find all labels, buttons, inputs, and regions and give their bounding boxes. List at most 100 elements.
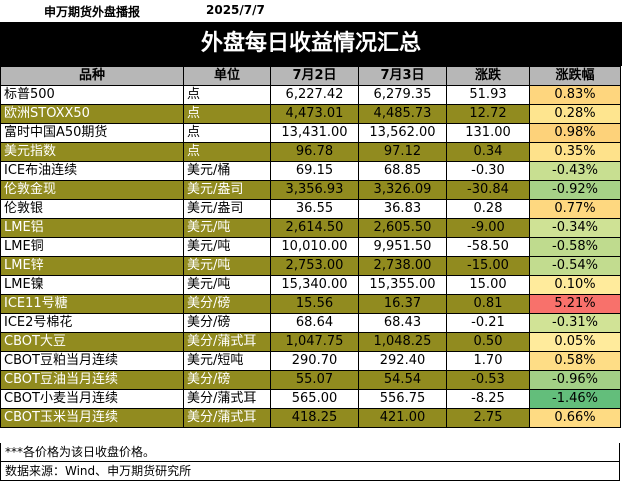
change-cell: 0.28 [446, 199, 530, 219]
price-date1-cell: 55.07 [270, 370, 359, 390]
instrument-name: 伦敦银 [0, 199, 184, 219]
change-pct-cell: 5.21% [529, 294, 621, 314]
unit-cell: 点 [183, 85, 271, 105]
price-date1-cell: 565.00 [270, 389, 359, 409]
unit-cell: 美分/蒲式耳 [183, 332, 271, 352]
change-pct-cell: -0.96% [529, 370, 621, 390]
price-date1-cell: 96.78 [270, 142, 359, 162]
table-row: CBOT玉米当月连续 美分/蒲式耳 418.25 421.00 2.75 0.66% [0, 408, 621, 428]
change-pct-cell: 0.77% [529, 199, 621, 219]
table-row: 美元指数点 96.78 97.12 0.34 0.35% [0, 142, 621, 162]
change-cell: 131.00 [446, 123, 530, 143]
instrument-name: LME铜 [0, 237, 184, 257]
change-pct-cell: 0.66% [529, 408, 621, 428]
change-cell: 0.50 [446, 332, 530, 352]
header-row: 品种 单位 7月2日 7月3日 涨跌 涨跌幅 [0, 66, 621, 86]
change-pct-cell: -0.54% [529, 256, 621, 276]
change-cell: 2.75 [446, 408, 530, 428]
unit-cell: 美分/磅 [183, 313, 271, 333]
table-row: 标普500 点 6,227.42 6,279.35 51.93 0.83% [0, 85, 621, 105]
col-header-unit: 单位 [183, 66, 271, 86]
unit-cell: 点 [183, 123, 271, 143]
unit-cell: 美分/蒲式耳 [183, 408, 271, 428]
price-date1-cell: 290.70 [270, 351, 359, 371]
change-cell: -8.25 [446, 389, 530, 409]
brand-label: 申万期货外盘播报 [44, 5, 141, 19]
price-date1-cell: 13,431.00 [270, 123, 359, 143]
instrument-name: ICE2号棉花 [0, 313, 184, 333]
change-cell: 12.72 [446, 104, 530, 124]
table-row: CBOT大豆 美分/蒲式耳 1,047.75 1,048.25 0.50 0.05% [0, 332, 621, 352]
change-pct-cell: -0.31% [529, 313, 621, 333]
price-date1-cell: 1,047.75 [270, 332, 359, 352]
table-row: 伦敦银 美元/盎司 36.55 36.83 0.28 0.77% [0, 199, 621, 219]
price-date2-cell: 2,605.50 [358, 218, 447, 238]
unit-cell: 美元/盎司 [183, 199, 271, 219]
instrument-name: CBOT豆油当月连续 [0, 370, 184, 390]
unit-cell: 美分/磅 [183, 294, 271, 314]
change-cell: -0.21 [446, 313, 530, 333]
instrument-name: LME锌 [0, 256, 184, 276]
change-cell: 15.00 [446, 275, 530, 295]
instrument-name: CBOT大豆 [0, 332, 184, 352]
change-cell: 0.34 [446, 142, 530, 162]
change-cell: 0.81 [446, 294, 530, 314]
change-pct-cell: 0.28% [529, 104, 621, 124]
change-pct-cell: 0.58% [529, 351, 621, 371]
change-pct-cell: -0.43% [529, 161, 621, 181]
price-date2-cell: 97.12 [358, 142, 447, 162]
table-row: LME锌 美元/吨 2,753.00 2,738.00 -15.00 -0.54% [0, 256, 621, 276]
change-cell: -30.84 [446, 180, 530, 200]
report-title: 外盘每日收益情况汇总 [0, 22, 622, 66]
instrument-name: 伦敦金现 [0, 180, 184, 200]
top-bar: 申万期货外盘播报 2025/7/7 [0, 0, 622, 22]
price-date2-cell: 13,562.00 [358, 123, 447, 143]
price-date2-cell: 16.37 [358, 294, 447, 314]
col-header-change: 涨跌 [446, 66, 530, 86]
returns-table: 品种 单位 7月2日 7月3日 涨跌 涨跌幅 标普500 点 6,227.42 6,2… [0, 66, 621, 428]
change-cell: 51.93 [446, 85, 530, 105]
price-date1-cell: 4,473.01 [270, 104, 359, 124]
change-pct-cell: -0.58% [529, 237, 621, 257]
price-date1-cell: 15.56 [270, 294, 359, 314]
instrument-name: LME铝 [0, 218, 184, 238]
change-pct-cell: -1.46% [529, 389, 621, 409]
change-pct-cell: -0.34% [529, 218, 621, 238]
table-row: 富时中国A50期货点 13,431.00 13,562.00 131.00 0.98% [0, 123, 621, 143]
table-row: 欧洲STOXX50 点 4,473.01 4,485.73 12.72 0.28% [0, 104, 621, 124]
change-cell: 1.70 [446, 351, 530, 371]
price-date1-cell: 6,227.42 [270, 85, 359, 105]
unit-cell: 美元/盎司 [183, 180, 271, 200]
price-date2-cell: 421.00 [358, 408, 447, 428]
instrument-name: 欧洲STOXX50 [0, 104, 184, 124]
instrument-name: CBOT小麦当月连续 [0, 389, 184, 409]
unit-cell: 美元/吨 [183, 237, 271, 257]
change-pct-cell: 0.35% [529, 142, 621, 162]
price-date1-cell: 36.55 [270, 199, 359, 219]
table-row: CBOT豆油当月连续 美分/磅 55.07 54.54 -0.53 -0.96% [0, 370, 621, 390]
price-date1-cell: 2,753.00 [270, 256, 359, 276]
change-pct-cell: -0.92% [529, 180, 621, 200]
table-row: LME铜 美元/吨 10,010.00 9,951.50 -58.50 -0.58% [0, 237, 621, 257]
price-date1-cell: 2,614.50 [270, 218, 359, 238]
change-cell: -58.50 [446, 237, 530, 257]
unit-cell: 美分/蒲式耳 [183, 389, 271, 409]
col-header-date2: 7月3日 [358, 66, 447, 86]
table-body: 标普500 点 6,227.42 6,279.35 51.93 0.83% 欧洲STOXX5… [0, 85, 621, 428]
price-date2-cell: 54.54 [358, 370, 447, 390]
report-date: 2025/7/7 [206, 3, 265, 17]
price-date2-cell: 15,355.00 [358, 275, 447, 295]
change-cell: -15.00 [446, 256, 530, 276]
price-date1-cell: 68.64 [270, 313, 359, 333]
unit-cell: 美元/吨 [183, 218, 271, 238]
price-date2-cell: 68.85 [358, 161, 447, 181]
change-pct-cell: 0.05% [529, 332, 621, 352]
instrument-name: ICE11号糖 [0, 294, 184, 314]
price-note: ***各价格为该日收盘价格。 [0, 443, 620, 462]
instrument-name: ICE布油连续 [0, 161, 184, 181]
price-date1-cell: 10,010.00 [270, 237, 359, 257]
change-pct-cell: 0.98% [529, 123, 621, 143]
price-date2-cell: 68.43 [358, 313, 447, 333]
change-pct-cell: 0.10% [529, 275, 621, 295]
